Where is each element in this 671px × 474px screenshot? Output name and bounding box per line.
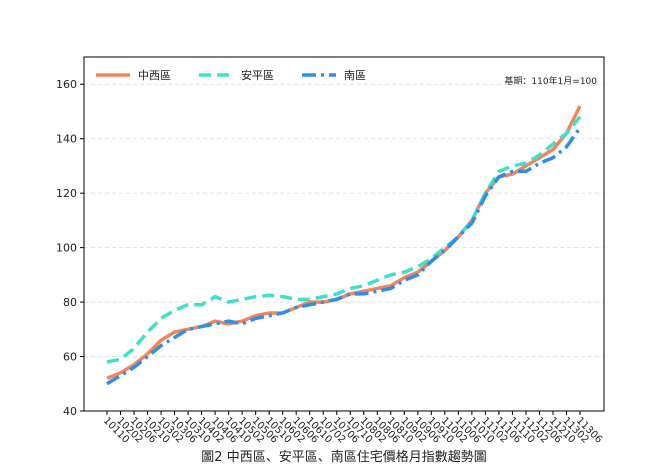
y-tick-label: 160: [56, 78, 77, 91]
legend-label: 中西區: [138, 69, 171, 82]
y-tick-label: 60: [63, 351, 77, 364]
y-tick-label: 100: [56, 242, 77, 255]
y-tick-label: 80: [63, 296, 77, 309]
y-tick-label: 120: [56, 187, 77, 200]
caption: 圖2 中西區、安平區、南區住宅價格月指數趨勢圖: [201, 449, 486, 465]
legend-label: 安平區: [241, 68, 274, 82]
y-tick-label: 40: [63, 405, 77, 418]
y-tick-label: 140: [56, 133, 77, 146]
legend-label: 南區: [344, 69, 366, 82]
plot-frame: [83, 56, 605, 412]
series-line: [106, 115, 582, 364]
series-line: [106, 126, 582, 386]
annotation: 基期：110年1月=100: [504, 75, 597, 87]
